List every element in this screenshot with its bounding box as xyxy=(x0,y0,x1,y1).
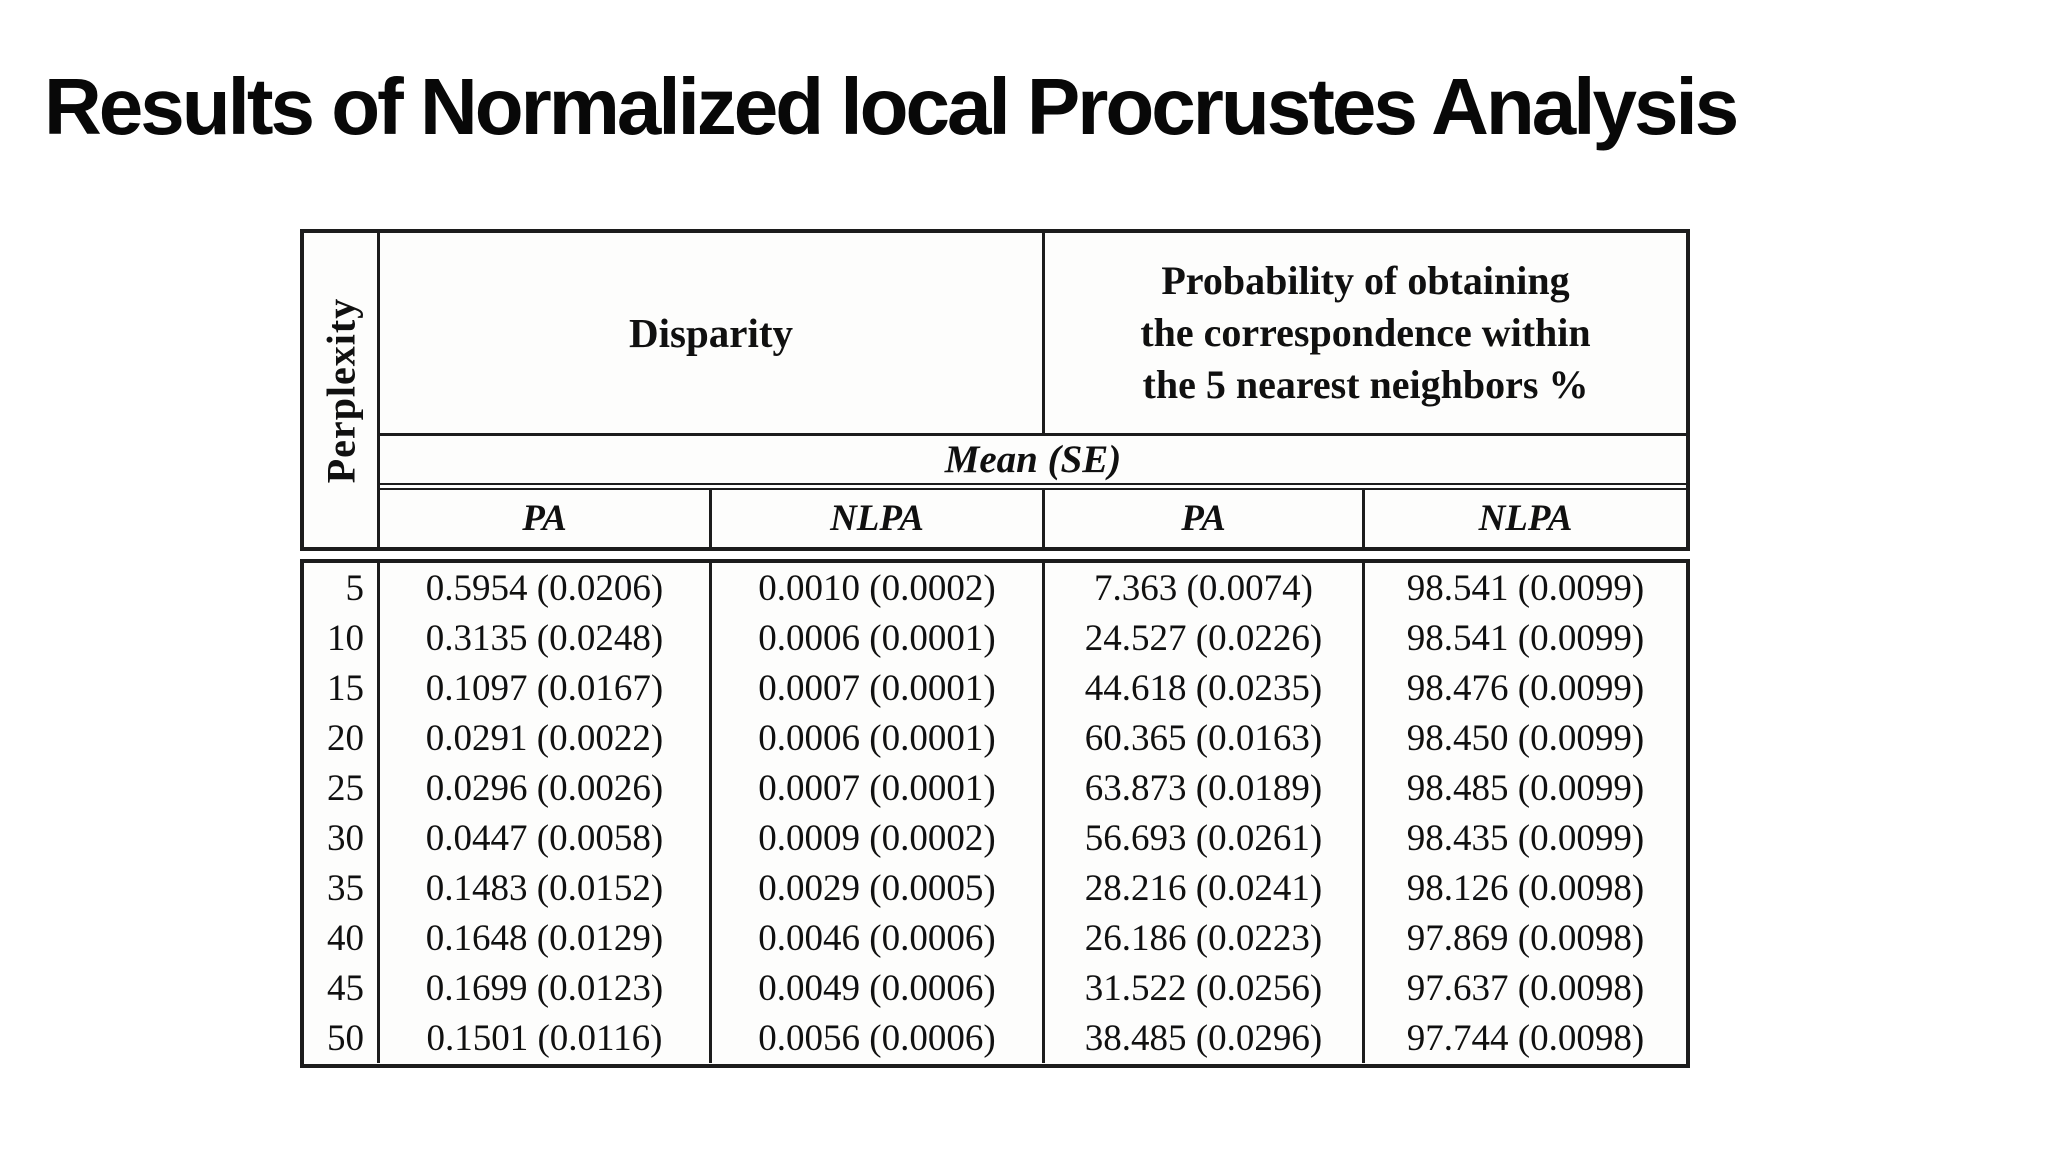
result-value: 98.435 (0.0099) xyxy=(1406,817,1645,859)
perplexity-value: 20 xyxy=(304,713,380,763)
result-value: 0.0006 (0.0001) xyxy=(712,713,1045,763)
header-method-disparity-pa: PA xyxy=(380,490,712,547)
result-value: 63.873 (0.0189) xyxy=(1045,763,1365,813)
probability-header-line-2: the correspondence within xyxy=(1140,310,1591,355)
result-value: 0.0007 (0.0001) xyxy=(712,763,1045,813)
result-value: 97.869 (0.0098) xyxy=(1406,917,1645,959)
result-value: 0.1648 (0.0129) xyxy=(380,913,712,963)
result-value: 0.5954 (0.0206) xyxy=(380,563,712,613)
perplexity-value: 50 xyxy=(304,1013,380,1063)
result-value: 0.0056 (0.0006) xyxy=(712,1013,1045,1063)
result-value: 0.1699 (0.0123) xyxy=(380,963,712,1013)
perplexity-axis-cell: Perplexity xyxy=(304,233,380,547)
result-value: 60.365 (0.0163) xyxy=(1045,713,1365,763)
result-value: 44.618 (0.0235) xyxy=(1045,663,1365,713)
results-table-header: Perplexity Disparity Probability of obta… xyxy=(300,229,1690,551)
perplexity-value: 15 xyxy=(304,663,380,713)
result-value: 0.0046 (0.0006) xyxy=(712,913,1045,963)
result-value: 0.3135 (0.0248) xyxy=(380,613,712,663)
result-value: 0.0049 (0.0006) xyxy=(712,963,1045,1013)
result-value: 0.0029 (0.0005) xyxy=(712,863,1045,913)
result-value: 0.0009 (0.0002) xyxy=(712,813,1045,863)
header-mean-se: Mean (SE) xyxy=(380,433,1686,490)
result-value: 31.522 (0.0256) xyxy=(1045,963,1365,1013)
result-value: 0.0291 (0.0022) xyxy=(380,713,712,763)
result-value: 98.450 (0.0099) xyxy=(1406,717,1645,759)
perplexity-axis-label: Perplexity xyxy=(318,297,363,483)
slide-title: Results of Normalized local Procrustes A… xyxy=(44,62,1739,151)
result-value: 97.744 (0.0098) xyxy=(1406,1017,1645,1059)
result-value: 0.0447 (0.0058) xyxy=(380,813,712,863)
result-value: 56.693 (0.0261) xyxy=(1045,813,1365,863)
result-value: 0.1483 (0.0152) xyxy=(380,863,712,913)
result-value: 0.1097 (0.0167) xyxy=(380,663,712,713)
header-method-probability-nlpa: NLPA xyxy=(1478,498,1573,539)
result-value: 98.126 (0.0098) xyxy=(1406,867,1645,909)
result-value: 7.363 (0.0074) xyxy=(1045,563,1365,613)
header-method-probability-pa: PA xyxy=(1045,490,1365,547)
perplexity-value: 30 xyxy=(304,813,380,863)
perplexity-value: 25 xyxy=(304,763,380,813)
results-table-body: 5 0.5954 (0.0206) 0.0010 (0.0002) 7.363 (0.… xyxy=(300,559,1690,1068)
result-value: 0.0007 (0.0001) xyxy=(712,663,1045,713)
probability-header-line-3: the 5 nearest neighbors % xyxy=(1142,362,1589,407)
result-value: 97.637 (0.0098) xyxy=(1406,967,1645,1009)
result-value: 0.1501 (0.0116) xyxy=(380,1013,712,1063)
perplexity-value: 5 xyxy=(304,563,380,613)
result-value: 0.0296 (0.0026) xyxy=(380,763,712,813)
result-value: 0.0006 (0.0001) xyxy=(712,613,1045,663)
result-value: 26.186 (0.0223) xyxy=(1045,913,1365,963)
perplexity-value: 35 xyxy=(304,863,380,913)
result-value: 98.485 (0.0099) xyxy=(1406,767,1645,809)
result-value: 98.476 (0.0099) xyxy=(1406,667,1645,709)
perplexity-value: 45 xyxy=(304,963,380,1013)
result-value: 98.541 (0.0099) xyxy=(1406,617,1645,659)
result-value: 24.527 (0.0226) xyxy=(1045,613,1365,663)
probability-header-line-1: Probability of obtaining xyxy=(1161,258,1570,303)
perplexity-value: 10 xyxy=(304,613,380,663)
perplexity-value: 40 xyxy=(304,913,380,963)
result-value: 28.216 (0.0241) xyxy=(1045,863,1365,913)
header-group-probability: Probability of obtaining the corresponde… xyxy=(1045,233,1686,433)
result-value: 0.0010 (0.0002) xyxy=(712,563,1045,613)
result-value: 38.485 (0.0296) xyxy=(1045,1013,1365,1063)
header-group-disparity: Disparity xyxy=(380,233,1045,433)
header-method-disparity-nlpa: NLPA xyxy=(712,490,1045,547)
result-value: 98.541 (0.0099) xyxy=(1406,567,1645,609)
